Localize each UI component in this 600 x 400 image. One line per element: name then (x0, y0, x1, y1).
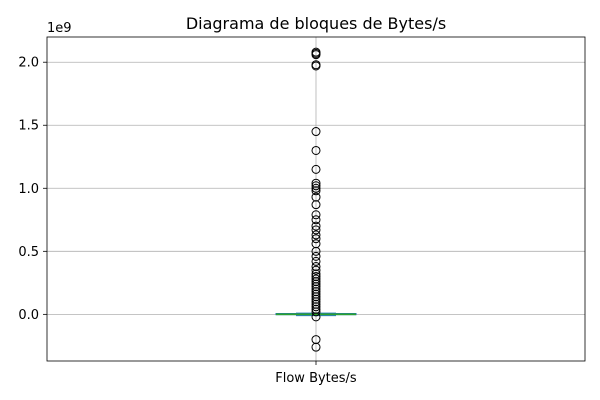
outlier-point (311, 145, 321, 155)
plot-area-frame (46, 36, 586, 362)
outlier-point (311, 215, 321, 225)
outlier-point (311, 302, 321, 312)
outlier-point (311, 200, 321, 210)
y-tick-label: 2.0 (18, 56, 39, 71)
y-tick-label: 0.5 (18, 245, 39, 260)
outlier-point (311, 210, 321, 220)
outlier-point (311, 181, 321, 191)
outlier-point (311, 234, 321, 244)
outlier-point (311, 221, 321, 231)
y-tick-label: 0.0 (18, 308, 39, 323)
outlier-point (311, 251, 321, 261)
outlier-point (311, 164, 321, 174)
y-axis-scale-label: 1e9 (47, 21, 72, 36)
y-tick-label: 1.0 (18, 182, 39, 197)
outlier-point (311, 342, 321, 352)
chart-title: Diagrama de bloques de Bytes/s (186, 14, 446, 33)
outlier-point (311, 307, 321, 317)
outlier-point (311, 225, 321, 235)
outlier-point (311, 246, 321, 256)
outlier-point (311, 183, 321, 193)
x-category-label: Flow Bytes/s (275, 371, 357, 386)
y-tick-label: 1.5 (18, 119, 39, 134)
y-ticks: 0.0 0.5 1.0 1.5 2.0 (18, 56, 317, 365)
outlier-point (311, 61, 321, 71)
outlier-point (311, 50, 321, 60)
outlier-point (311, 256, 321, 266)
flier-layer (311, 47, 321, 352)
outlier-point (311, 127, 321, 137)
outlier-point (311, 265, 321, 275)
outlier-point (311, 312, 321, 322)
outlier-point (311, 230, 321, 240)
outlier-point (311, 186, 321, 196)
